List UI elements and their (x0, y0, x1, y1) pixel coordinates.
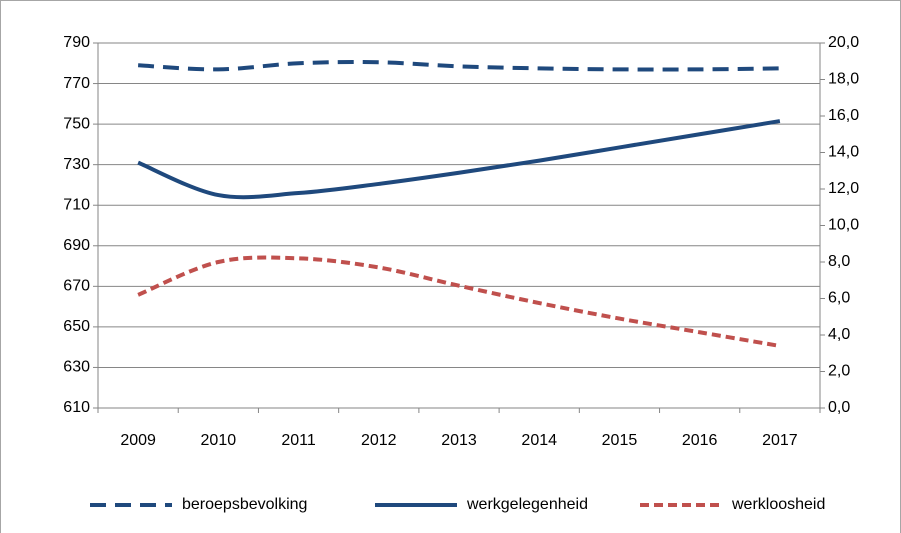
y2-tick-label: 10,0 (828, 217, 859, 234)
y-tick-label: 730 (63, 156, 90, 173)
x-tick-label: 2016 (682, 432, 718, 449)
y-tick-label: 710 (63, 196, 90, 213)
y2-tick-label: 20,0 (828, 34, 859, 51)
series-line (137, 119, 781, 200)
series-line (138, 60, 780, 72)
y2-tick-label: 12,0 (828, 180, 859, 197)
y2-tick-label: 16,0 (828, 107, 859, 124)
x-tick-label: 2009 (120, 432, 156, 449)
series-line (137, 255, 781, 348)
y2-tick-label: 8,0 (828, 253, 850, 270)
y-tick-label: 630 (63, 359, 90, 376)
x-tick-label: 2017 (762, 432, 798, 449)
y-tick-label: 650 (63, 318, 90, 335)
x-tick-label: 2015 (602, 432, 638, 449)
y-tick-label: 610 (63, 399, 90, 416)
y-tick-label: 770 (63, 75, 90, 92)
x-tick-label: 2012 (361, 432, 397, 449)
y2-tick-label: 0,0 (828, 399, 850, 416)
y-tick-label: 750 (63, 115, 90, 132)
y-tick-label: 670 (63, 278, 90, 295)
x-tick-label: 2010 (201, 432, 237, 449)
y2-tick-label: 14,0 (828, 144, 859, 161)
x-tick-label: 2011 (281, 432, 316, 449)
y2-tick-label: 4,0 (828, 326, 850, 343)
y2-tick-label: 2,0 (828, 363, 850, 380)
y-tick-label: 790 (63, 34, 90, 51)
legend-label: beroepsbevolking (182, 496, 307, 513)
x-tick-label: 2013 (441, 432, 477, 449)
legend-label: werkgelegenheid (466, 496, 588, 513)
legend-label: werkloosheid (731, 496, 825, 513)
y-tick-label: 690 (63, 237, 90, 254)
y2-tick-label: 18,0 (828, 71, 859, 88)
y2-tick-label: 6,0 (828, 290, 850, 307)
x-tick-label: 2014 (521, 432, 557, 449)
